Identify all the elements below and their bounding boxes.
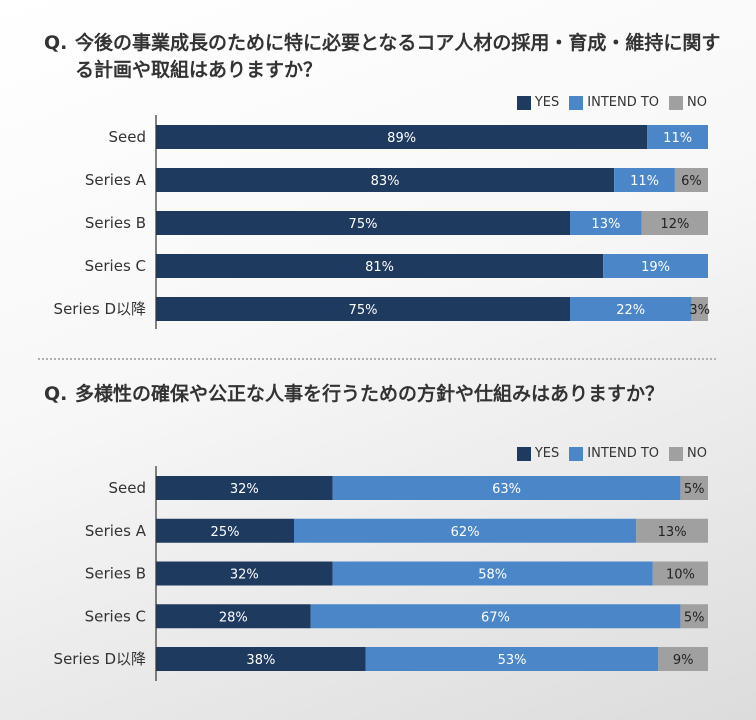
data-label: 11%	[630, 174, 659, 189]
data-label: 83%	[371, 174, 400, 189]
bar-segment-yes	[156, 297, 570, 321]
bar-segment-no	[691, 297, 708, 321]
legend-1: YES INTEND TO NO	[507, 95, 707, 110]
bar-segment-yes	[156, 168, 615, 192]
category-label: Seed	[109, 128, 147, 146]
data-label: 11%	[663, 131, 692, 146]
data-label: 9%	[673, 653, 694, 668]
bar-segment-no	[652, 561, 708, 586]
data-label: 67%	[481, 610, 510, 625]
data-label: 10%	[666, 568, 695, 583]
legend-1-intend: INTEND TO	[569, 95, 659, 110]
bar-segment-yes	[156, 518, 294, 543]
data-label: 28%	[219, 610, 248, 625]
data-label: 81%	[365, 260, 394, 275]
bar-segment-no	[680, 604, 708, 629]
data-label: 63%	[492, 482, 521, 497]
data-label: 3%	[689, 303, 710, 318]
stacked-bar-chart-2: Seed 32% 63% 5% Series A 25% 62% 13% Series B 32%…	[54, 466, 708, 681]
legend-2-intend: INTEND TO	[569, 446, 659, 461]
legend-2-no-label: NO	[687, 446, 707, 461]
data-label: 38%	[246, 653, 275, 668]
category-label: Series B	[85, 214, 146, 232]
bar-segment-yes	[156, 254, 604, 278]
category-label: Series C	[85, 607, 146, 625]
data-label: 75%	[349, 217, 378, 232]
data-label: 13%	[658, 525, 687, 540]
data-label: 22%	[616, 303, 645, 318]
bar-segment-no	[674, 168, 708, 192]
bar-segment-intend	[570, 297, 692, 321]
section-divider	[38, 358, 716, 360]
legend-2-intend-label: INTEND TO	[587, 446, 660, 461]
bar-segment-intend	[603, 254, 708, 278]
category-label: Series D以降	[54, 650, 146, 668]
legend-1-no-swatch	[669, 95, 684, 110]
data-label: 12%	[660, 217, 689, 232]
bar-segment-no	[641, 211, 708, 235]
legend-2: YES INTEND TO NO	[507, 446, 707, 461]
bar-segment-intend	[294, 518, 637, 543]
stacked-bar-chart-1: Seed 89% 11% Series A 83% 11% 6% Series B 75% 13%…	[54, 115, 710, 329]
data-label: 53%	[498, 653, 527, 668]
category-label: Series C	[85, 257, 146, 275]
question-1-prefix: Q.	[44, 32, 68, 54]
legend-1-no-label: NO	[687, 95, 707, 110]
question-2-prefix: Q.	[44, 383, 68, 405]
legend-1-no: NO	[669, 95, 707, 110]
question-2-text: 多様性の確保や公正な人事を行うための方針や仕組みはありますか？	[75, 383, 665, 405]
bar-segment-intend	[332, 476, 681, 500]
data-label: 6%	[681, 174, 702, 189]
legend-2-yes-swatch	[516, 446, 531, 461]
legend-1-yes: YES	[516, 95, 560, 110]
bar-segment-yes	[156, 561, 333, 586]
bar-segment-intend	[647, 125, 708, 149]
bar-segment-no	[658, 647, 708, 671]
data-label: 13%	[591, 217, 620, 232]
bar-segment-yes	[156, 476, 333, 500]
question-1-text: 今後の事業成長のために特に必要となるコア人材の採用・育成・維持に関する計画や取組…	[75, 32, 721, 81]
legend-1-yes-label: YES	[534, 95, 560, 110]
legend-2-no-swatch	[669, 446, 684, 461]
legend-2-yes-label: YES	[534, 446, 560, 461]
data-label: 62%	[451, 525, 480, 540]
bar-segment-intend	[332, 561, 653, 586]
category-label: Series D以降	[54, 300, 146, 318]
legend-2-no: NO	[669, 446, 707, 461]
category-label: Series A	[85, 171, 147, 189]
category-label: Seed	[109, 479, 147, 497]
category-label: Series B	[85, 565, 146, 583]
data-label: 32%	[230, 568, 259, 583]
data-label: 75%	[349, 303, 378, 318]
bar-segment-yes	[156, 125, 648, 149]
bar-segment-no	[636, 518, 708, 543]
data-label: 32%	[230, 482, 259, 497]
bar-segment-intend	[614, 168, 675, 192]
bar-segment-intend	[570, 211, 642, 235]
legend-1-intend-swatch	[569, 95, 584, 110]
data-label: 5%	[684, 610, 705, 625]
bar-segment-intend	[310, 604, 681, 629]
bar-segment-yes	[156, 604, 311, 629]
legend-1-yes-swatch	[516, 95, 531, 110]
bar-segment-yes	[156, 647, 366, 671]
bar-segment-yes	[156, 211, 570, 235]
bar-segment-intend	[365, 647, 659, 671]
data-label: 89%	[387, 131, 416, 146]
category-label: Series A	[85, 522, 147, 540]
data-label: 25%	[211, 525, 240, 540]
data-label: 19%	[641, 260, 670, 275]
data-label: 5%	[684, 482, 705, 497]
bar-segment-no	[680, 476, 708, 500]
data-label: 58%	[478, 568, 507, 583]
legend-2-intend-swatch	[569, 446, 584, 461]
legend-2-yes: YES	[516, 446, 560, 461]
legend-1-intend-label: INTEND TO	[587, 95, 660, 110]
